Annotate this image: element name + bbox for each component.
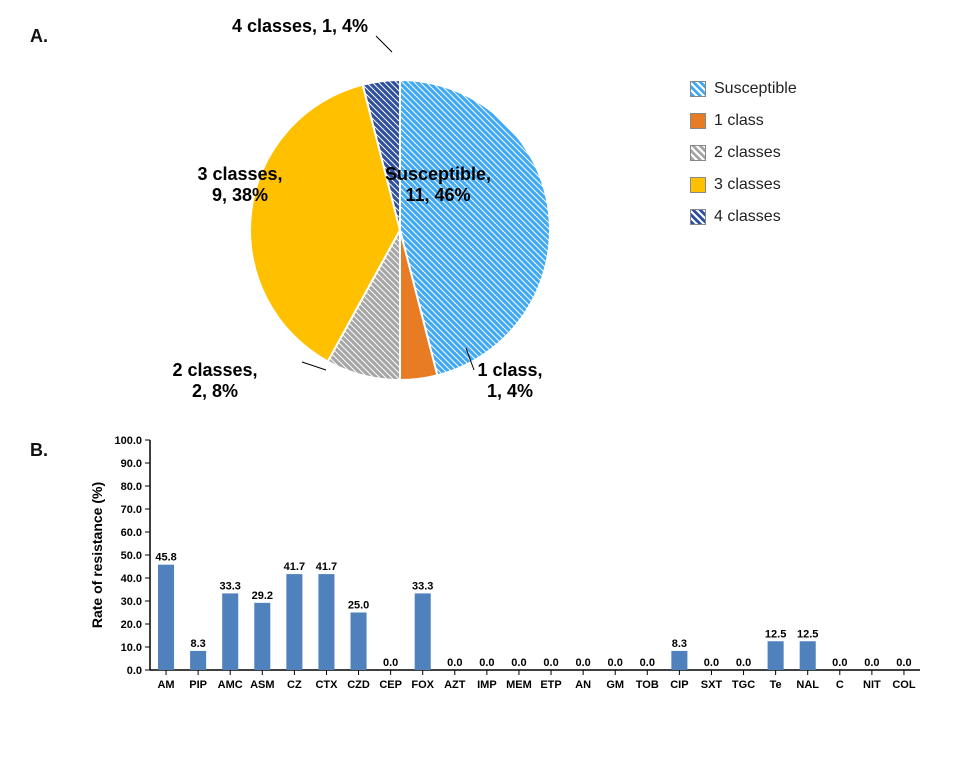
bar-value-label: 0.0	[511, 657, 526, 669]
category-label: AM	[157, 679, 174, 691]
legend-swatch	[690, 145, 706, 161]
category-label: PIP	[189, 679, 207, 691]
category-label: TGC	[732, 679, 755, 691]
bar-CZD	[351, 613, 367, 671]
category-label: CZ	[287, 679, 302, 691]
category-label: CZD	[347, 679, 370, 691]
bar-AMC	[222, 593, 238, 670]
category-label: TOB	[636, 679, 659, 691]
bar-value-label: 33.3	[219, 580, 240, 592]
bar-value-label: 41.7	[316, 561, 337, 573]
category-label: ASM	[250, 679, 274, 691]
legend-swatch	[690, 209, 706, 225]
bar-value-label: 0.0	[864, 657, 879, 669]
category-label: CEP	[379, 679, 402, 691]
legend-item: 4 classes	[690, 208, 797, 226]
bar-value-label: 0.0	[896, 657, 911, 669]
category-label: SXT	[701, 679, 723, 691]
category-label: CIP	[670, 679, 688, 691]
bar-ASM	[254, 603, 270, 670]
category-label: FOX	[411, 679, 434, 691]
legend-label: Susceptible	[714, 80, 797, 98]
legend-swatch	[690, 177, 706, 193]
legend-label: 1 class	[714, 112, 764, 130]
bar-value-label: 8.3	[190, 638, 205, 650]
bar-value-label: 0.0	[704, 657, 719, 669]
y-tick-label: 40.0	[121, 573, 142, 585]
bar-value-label: 0.0	[543, 657, 558, 669]
legend-label: 3 classes	[714, 176, 781, 194]
panel-b-label: B.	[30, 440, 48, 461]
category-label: NAL	[796, 679, 819, 691]
category-label: AZT	[444, 679, 466, 691]
bar-CIP	[671, 651, 687, 670]
panel-a-label: A.	[30, 26, 48, 47]
bar-svg: 0.0 10.0 20.0 30.0 40.0 50.0 60.0 70.0 80.0 90.0 1…	[70, 430, 940, 750]
bar-PIP	[190, 651, 206, 670]
bar-value-label: 0.0	[832, 657, 847, 669]
legend-swatch	[690, 81, 706, 97]
legend-item: 3 classes	[690, 176, 797, 194]
bar-value-label: 45.8	[155, 552, 176, 564]
bar-value-label: 0.0	[447, 657, 462, 669]
category-label: ETP	[540, 679, 561, 691]
y-tick-label: 30.0	[121, 596, 142, 608]
bar-NAL	[800, 641, 816, 670]
bar-value-label: 12.5	[797, 628, 818, 640]
bar-value-label: 0.0	[736, 657, 751, 669]
y-tick-label: 90.0	[121, 458, 142, 470]
bar-CTX	[318, 574, 334, 670]
y-axis-label: Rate of resistance (%)	[89, 482, 105, 628]
legend-label: 2 classes	[714, 144, 781, 162]
legend-item: 1 class	[690, 112, 797, 130]
bar-value-label: 25.0	[348, 600, 369, 612]
y-tick-label: 60.0	[121, 527, 142, 539]
bar-value-label: 0.0	[383, 657, 398, 669]
bar-value-label: 0.0	[575, 657, 590, 669]
bar-value-label: 12.5	[765, 628, 786, 640]
legend-item: 2 classes	[690, 144, 797, 162]
category-label: COL	[892, 679, 916, 691]
category-label: MEM	[506, 679, 532, 691]
category-label: AN	[575, 679, 591, 691]
bar-value-label: 29.2	[252, 590, 273, 602]
bar-chart: 0.0 10.0 20.0 30.0 40.0 50.0 60.0 70.0 80.0 90.0 1…	[70, 430, 940, 750]
legend-swatch	[690, 113, 706, 129]
bar-value-label: 33.3	[412, 580, 433, 592]
category-label: C	[836, 679, 844, 691]
category-label: CTX	[315, 679, 338, 691]
y-tick-label: 20.0	[121, 619, 142, 631]
bar-CZ	[286, 574, 302, 670]
category-label: IMP	[477, 679, 497, 691]
category-label: AMC	[218, 679, 243, 691]
legend-item: Susceptible	[690, 80, 797, 98]
pie-slice-label: 4 classes, 1, 4%	[232, 16, 368, 37]
y-tick-label: 10.0	[121, 642, 142, 654]
pie-legend: Susceptible 1 class 2 classes 3 classes 4 cl…	[690, 80, 797, 240]
bar-value-label: 0.0	[479, 657, 494, 669]
bar-value-label: 41.7	[284, 561, 305, 573]
y-tick-label: 0.0	[127, 665, 142, 677]
y-tick-label: 70.0	[121, 504, 142, 516]
pie-slice-label: 2 classes,2, 8%	[172, 360, 257, 402]
category-label: NIT	[863, 679, 881, 691]
pie-slice-label: 3 classes,9, 38%	[197, 164, 282, 206]
category-label: Te	[770, 679, 782, 691]
bar-value-label: 8.3	[672, 638, 687, 650]
bar-value-label: 0.0	[640, 657, 655, 669]
pie-slice-label: 1 class,1, 4%	[477, 360, 542, 402]
bar-AM	[158, 565, 174, 670]
bar-value-label: 0.0	[608, 657, 623, 669]
y-tick-label: 80.0	[121, 481, 142, 493]
y-tick-label: 50.0	[121, 550, 142, 562]
pie-slice-label: Susceptible,11, 46%	[385, 164, 491, 206]
bar-Te	[768, 641, 784, 670]
y-tick-label: 100.0	[114, 435, 142, 447]
bar-FOX	[415, 593, 431, 670]
legend-label: 4 classes	[714, 208, 781, 226]
category-label: GM	[606, 679, 624, 691]
